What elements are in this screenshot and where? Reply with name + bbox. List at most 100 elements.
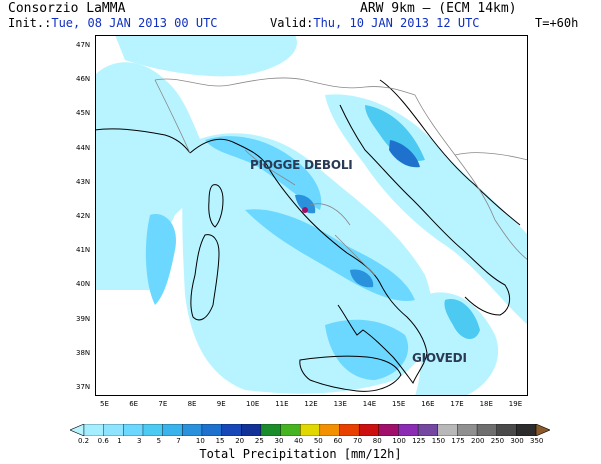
coastlines	[95, 79, 521, 392]
precip-area-alps	[115, 35, 297, 77]
colorbar-arrow-left	[70, 424, 85, 436]
lat-label: 43N	[76, 177, 91, 186]
colorbar-segment	[319, 424, 340, 436]
colorbar-label: 5	[156, 437, 162, 445]
lat-label: 45N	[76, 109, 91, 118]
colorbar-segment	[260, 424, 282, 436]
colorbar-segment	[417, 424, 439, 436]
precip-core-adriatic	[389, 140, 420, 168]
colorbar-label: 300	[510, 437, 524, 445]
coastline-france	[95, 128, 191, 154]
colorbar-label: 20	[235, 437, 245, 445]
colorbar-label: 150	[431, 437, 446, 445]
precip-band-croatia	[365, 105, 425, 161]
border-france-italy	[154, 79, 191, 154]
colorbar-label: 80	[372, 437, 382, 445]
precip-band-calabria	[444, 299, 480, 340]
borders	[154, 77, 528, 276]
colorbar-label: 50	[313, 437, 323, 445]
colorbar-segment	[241, 424, 262, 436]
border-italian-regions	[244, 149, 376, 276]
lat-label: 47N	[76, 41, 91, 49]
precip-core-campania	[350, 269, 374, 288]
annotation-piogge-deboli: PIOGGE DEBOLI	[250, 158, 353, 172]
colorbar-label: 60	[333, 437, 343, 445]
colorbar-label: 3	[136, 437, 142, 445]
init-label: Init.:	[8, 16, 52, 30]
colorbar-label: 250	[490, 437, 505, 445]
colorbar-segment	[457, 424, 478, 436]
colorbar-label: 100	[392, 437, 406, 445]
lon-label: 7E	[158, 400, 168, 408]
precip-band-ligurian	[205, 136, 322, 210]
lat-label: 41N	[76, 246, 91, 255]
valid-value: Thu, 10 JAN 2013 12 UTC	[313, 16, 480, 30]
lon-label: 5E	[100, 400, 109, 408]
colorbar-segment	[221, 424, 242, 436]
precip-band-south	[325, 319, 409, 380]
colorbar-label: 350	[530, 437, 544, 445]
init-time: Init.:Tue, 08 JAN 2013 00 UTC	[8, 16, 218, 30]
colorbar-segment	[299, 424, 321, 436]
colorbar-label: 30	[274, 437, 284, 445]
colorbar-title: Total Precipitation [mm/12h]	[199, 447, 402, 461]
border-alps	[154, 77, 416, 96]
lead-time: T=+60h	[535, 16, 579, 30]
precip-area-adriatic	[325, 94, 528, 326]
colorbar-segment	[280, 424, 301, 436]
lon-label: 17E	[450, 400, 464, 408]
colorbar-segment	[339, 424, 360, 436]
lat-label: 42N	[76, 212, 91, 220]
lon-label: 15E	[392, 400, 406, 408]
precip-area-west	[95, 62, 210, 291]
org-title: Consorzio LaMMA	[8, 1, 126, 16]
lat-label: 40N	[76, 280, 91, 289]
precipitation-map	[95, 35, 528, 396]
lat-label: 46N	[76, 75, 91, 84]
coastline-adriatic	[339, 104, 511, 316]
precip-core-lazio	[295, 194, 316, 214]
colorbar-segment	[182, 424, 203, 436]
colorbar-label: 10	[195, 437, 205, 445]
colorbar-segment	[378, 424, 399, 436]
lon-label: 10E	[246, 400, 260, 408]
lon-label: 6E	[129, 400, 139, 408]
border-balkans-2	[454, 152, 528, 161]
colorbar-arrow-right	[535, 424, 550, 436]
coastline-croatia	[379, 79, 521, 226]
lon-label: 14E	[362, 400, 377, 408]
colorbar-segment	[476, 424, 498, 436]
colorbar-label: 0.2	[78, 437, 90, 445]
lon-label: 18E	[479, 400, 493, 408]
colorbar-segment	[358, 424, 380, 436]
colorbar-segment	[103, 424, 124, 436]
lat-label: 38N	[76, 348, 91, 357]
model-title: ARW 9km — (ECM 14km)	[360, 1, 517, 16]
colorbar-segment	[123, 424, 144, 436]
lat-label: 44N	[76, 143, 91, 152]
colorbar-segment	[162, 424, 183, 436]
colorbar-label: 1	[117, 437, 122, 445]
colorbar-segment	[437, 424, 458, 436]
colorbar-segment	[516, 424, 537, 436]
precip-core-spot	[302, 207, 308, 213]
precip-field	[95, 35, 528, 396]
lon-label: 11E	[275, 400, 289, 408]
precipitation-colorbar	[70, 424, 550, 436]
precip-band-sardinia-west	[145, 214, 176, 305]
lon-label: 12E	[304, 400, 318, 408]
colorbar-label: 7	[176, 437, 181, 445]
colorbar-label: 15	[215, 437, 225, 445]
colorbar-label: 70	[353, 437, 363, 445]
lat-label: 39N	[76, 314, 91, 323]
precip-band-central	[245, 209, 415, 301]
lon-label: 16E	[421, 400, 435, 408]
map-frame	[95, 35, 528, 396]
colorbar-label: 0.6	[97, 437, 109, 445]
precip-area-ionian	[415, 292, 499, 396]
coastline-italy	[189, 138, 428, 385]
colorbar-segment	[83, 424, 105, 436]
colorbar-label: 175	[451, 437, 465, 445]
colorbar-segment	[398, 424, 419, 436]
border-balkans-3	[494, 219, 528, 261]
